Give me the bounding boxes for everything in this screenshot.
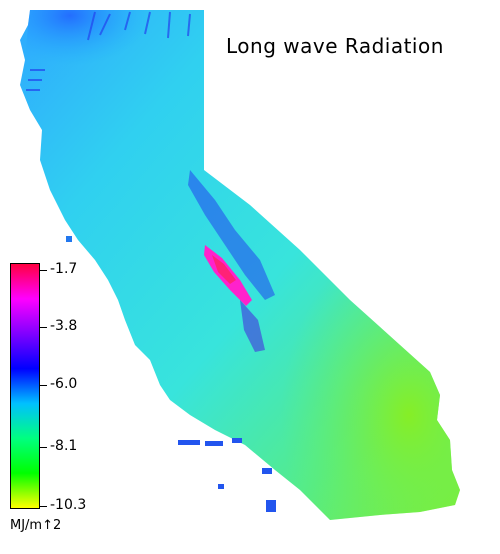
color-legend-bar xyxy=(10,263,40,509)
sierra-band xyxy=(188,170,275,352)
legend-tick xyxy=(40,327,47,328)
legend-tick xyxy=(40,506,47,507)
desert-overlay xyxy=(204,170,460,520)
small-island xyxy=(66,236,72,242)
legend-tick xyxy=(40,447,47,448)
channel-islands xyxy=(178,438,276,512)
north-overlay xyxy=(25,10,204,120)
legend-units: MJ/m↑2 xyxy=(10,518,62,533)
legend-label: -8.1 xyxy=(50,438,78,454)
legend-tick xyxy=(40,385,47,386)
north-mountain-streaks xyxy=(26,11,191,91)
legend-label: -6.0 xyxy=(50,376,78,392)
map-title: Long wave Radiation xyxy=(226,34,444,58)
legend-label: -3.8 xyxy=(50,318,78,334)
legend-tick xyxy=(40,270,47,271)
legend-label: -10.3 xyxy=(50,497,87,513)
legend-label: -1.7 xyxy=(50,261,78,277)
